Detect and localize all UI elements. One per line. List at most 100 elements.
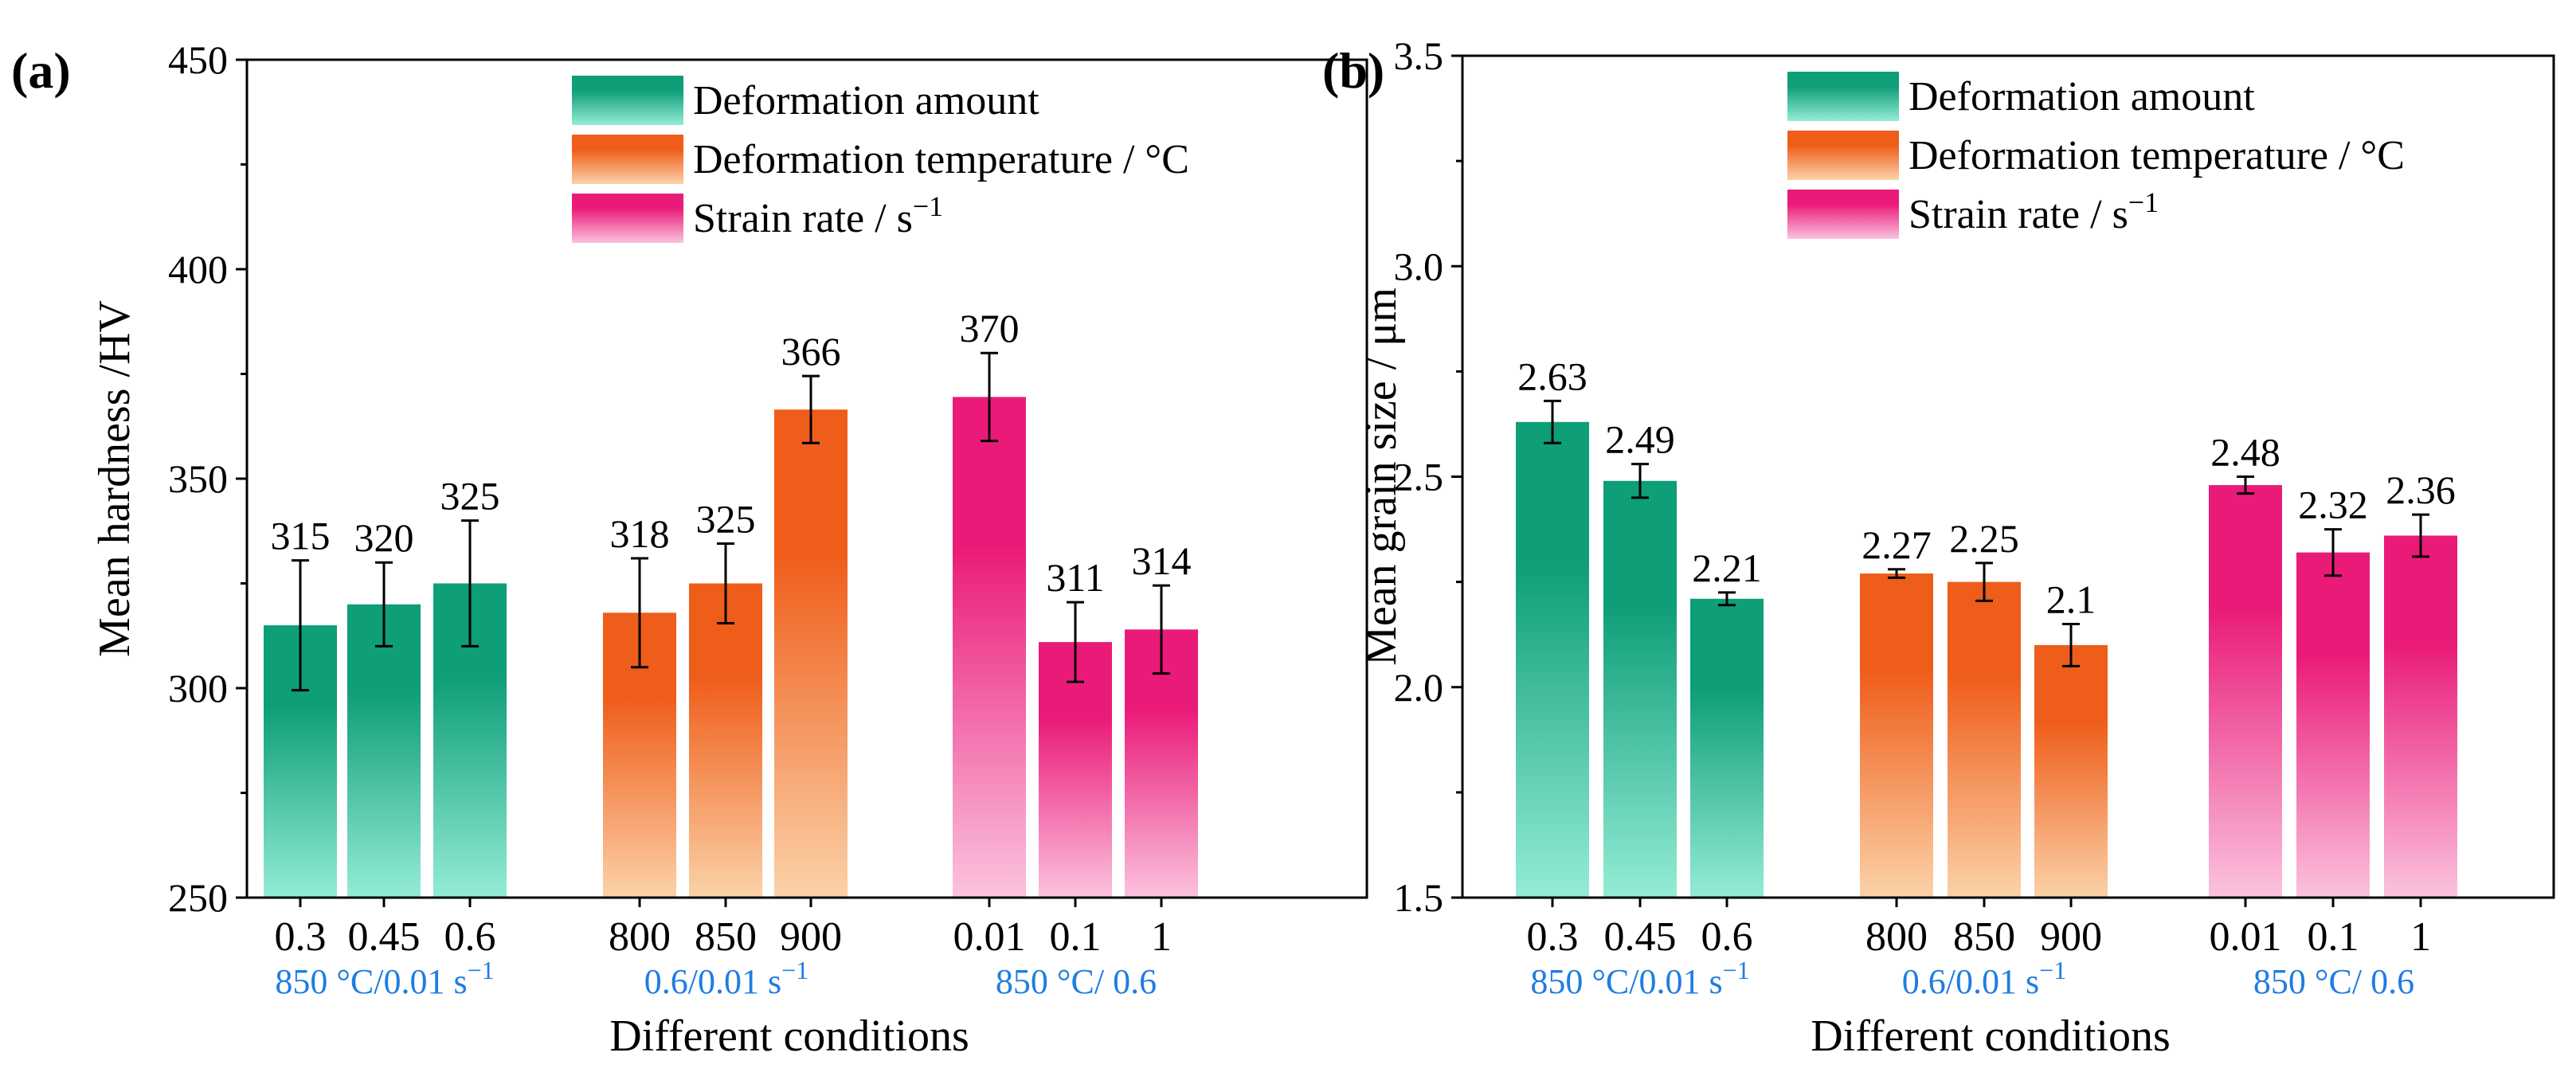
data-label: 315	[271, 514, 331, 558]
x-tick-label: 0.1	[2308, 914, 2359, 960]
bar-deformation_temperature-900	[774, 409, 848, 898]
legend-label-strain_rate: Strain rate / s−1	[693, 190, 943, 241]
legend-label-deformation_amount: Deformation amount	[1909, 74, 2255, 119]
bar-strain_rate-0.1	[2296, 552, 2370, 898]
legend-label-deformation_amount: Deformation amount	[693, 78, 1039, 123]
legend-swatch-deformation_amount	[1787, 72, 1899, 121]
y-tick-label: 450	[168, 37, 228, 82]
error-bar	[1718, 591, 1736, 607]
data-label: 325	[696, 497, 756, 542]
error-bar	[2062, 622, 2080, 667]
legend-swatch-deformation_temperature	[1787, 131, 1899, 180]
group-condition-label: 850 °C/0.01 s−1	[1530, 956, 1749, 1001]
bar-deformation_temperature-800	[1860, 573, 1933, 898]
group-condition-label: 850 °C/ 0.6	[2253, 962, 2414, 1001]
error-bar	[717, 542, 734, 624]
error-bar	[1153, 584, 1170, 675]
group-condition-label: 0.6/0.01 s−1	[1902, 956, 2066, 1001]
y-tick-label: 400	[168, 247, 228, 292]
y-tick-label: 250	[168, 875, 228, 920]
x-tick-label: 0.3	[1527, 914, 1579, 960]
x-tick-label: 850	[695, 914, 757, 960]
x-tick-label: 0.01	[2210, 914, 2282, 960]
x-tick-label: 0.6	[1701, 914, 1753, 960]
legend-swatch-deformation_amount	[572, 76, 683, 125]
legend-swatch-strain_rate	[572, 194, 683, 243]
x-axis-title: Different conditions	[1811, 1012, 2171, 1061]
data-label: 320	[354, 515, 414, 560]
legend: Deformation amount Deformation temperatur…	[572, 76, 1189, 243]
error-bar	[981, 351, 998, 443]
x-tick-label: 0.3	[275, 914, 327, 960]
legend: Deformation amount Deformation temperatur…	[1787, 72, 2405, 239]
bar-strain_rate-0.01	[2209, 485, 2282, 898]
x-tick-label: 900	[780, 914, 842, 960]
y-tick-label: 2.5	[1394, 455, 1444, 499]
x-tick-label: 900	[2040, 914, 2102, 960]
y-axis-title: Mean grain size / μm	[1357, 288, 1406, 666]
x-tick-label: 850	[1953, 914, 2015, 960]
x-tick-label: 0.45	[1604, 914, 1677, 960]
error-bar	[1631, 463, 1649, 499]
data-label: 2.1	[2046, 577, 2096, 621]
error-bar	[2412, 513, 2429, 558]
y-tick-label: 1.5	[1394, 875, 1444, 920]
legend-label-deformation_temperature: Deformation temperature / °C	[693, 137, 1189, 182]
bar-deformation_amount-0.6	[1690, 598, 1764, 898]
data-label: 311	[1046, 555, 1104, 600]
error-bar	[802, 374, 820, 444]
panel-label: (a)	[11, 42, 71, 99]
data-label: 2.36	[2386, 468, 2456, 512]
data-label: 2.21	[1692, 546, 1762, 590]
error-bar	[1975, 562, 1993, 602]
x-tick-label: 800	[1865, 914, 1928, 960]
error-bar	[461, 519, 479, 648]
x-tick-label: 0.01	[953, 914, 1026, 960]
x-axis-title: Different conditions	[609, 1012, 969, 1061]
bar-deformation_amount-0.3	[1516, 421, 1589, 898]
data-label: 318	[610, 511, 670, 556]
legend-label-deformation_temperature: Deformation temperature / °C	[1909, 133, 2405, 178]
error-bar	[292, 559, 309, 692]
x-tick-label: 0.1	[1050, 914, 1102, 960]
y-tick-label: 350	[168, 456, 228, 501]
group-condition-label: 0.6/0.01 s−1	[644, 956, 808, 1001]
data-label: 325	[440, 474, 500, 518]
y-tick-label: 3.5	[1394, 33, 1444, 78]
x-tick-label: 800	[609, 914, 671, 960]
x-tick-label: 1	[1151, 914, 1172, 960]
legend-swatch-strain_rate	[1787, 190, 1899, 239]
data-label: 2.48	[2210, 430, 2280, 475]
bar-strain_rate-1	[2384, 535, 2457, 898]
panel-label: (b)	[1322, 42, 1384, 99]
error-bar	[2237, 475, 2254, 495]
bar-strain_rate-0.01	[953, 397, 1026, 898]
bar-deformation_temperature-850	[689, 583, 762, 898]
x-tick-label: 1	[2410, 914, 2431, 960]
bar-strain_rate-0.1	[1039, 642, 1112, 898]
bar-deformation_amount-0.45	[1603, 480, 1677, 898]
error-bar	[375, 561, 393, 648]
data-label: 2.32	[2298, 483, 2368, 527]
legend-label-strain_rate: Strain rate / s−1	[1909, 186, 2159, 237]
legend-swatch-deformation_temperature	[572, 135, 683, 184]
error-bar	[631, 557, 648, 669]
data-label: 366	[781, 329, 841, 374]
y-tick-label: 300	[168, 666, 228, 710]
y-tick-label: 3.0	[1394, 244, 1444, 288]
bar-deformation_amount-0.45	[347, 604, 421, 898]
error-bar	[2324, 528, 2342, 577]
x-tick-label: 0.45	[348, 914, 421, 960]
data-label: 370	[960, 306, 1020, 350]
group-condition-label: 850 °C/0.01 s−1	[275, 956, 494, 1001]
y-axis-title: Mean hardness /HV	[90, 300, 139, 657]
error-bar	[1544, 399, 1561, 444]
error-bar	[1888, 568, 1905, 579]
group-condition-label: 850 °C/ 0.6	[996, 962, 1157, 1001]
error-bar	[1067, 601, 1084, 683]
data-label: 314	[1132, 538, 1192, 583]
data-label: 2.27	[1862, 522, 1932, 567]
